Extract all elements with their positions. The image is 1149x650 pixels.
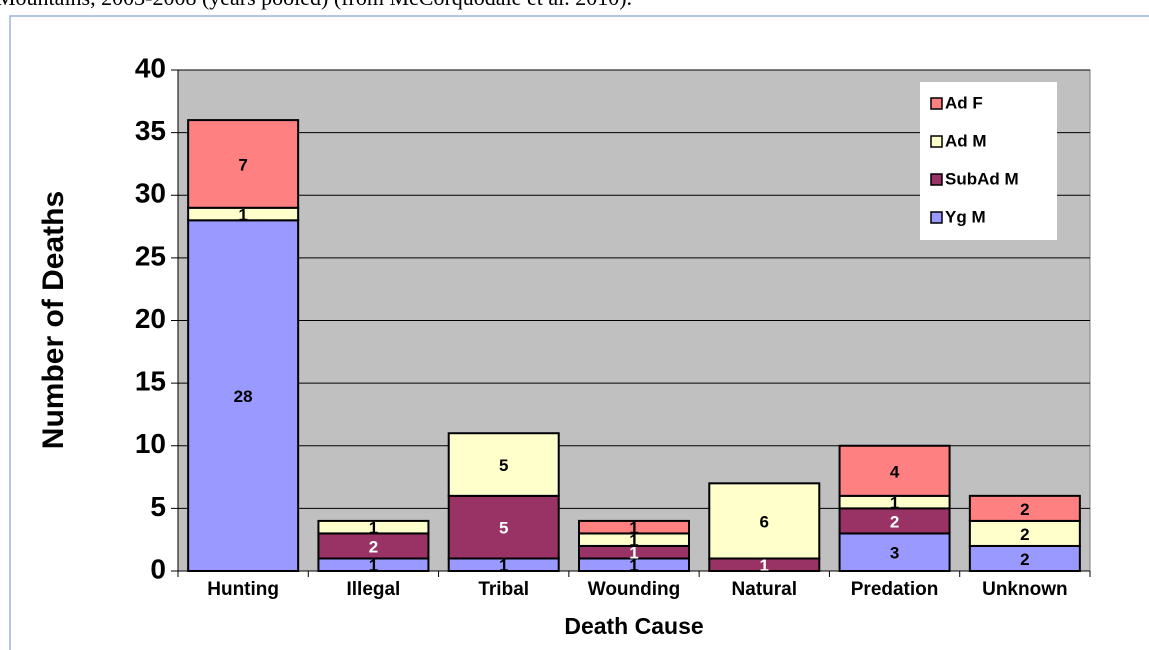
bar-segment: [317, 519, 430, 535]
bar-segment: [187, 119, 300, 209]
data-label: 2: [890, 512, 899, 531]
chart: 0510152025303540Hunting2817Illegal121Tri…: [135, 52, 1091, 600]
legend-label: SubAd M: [945, 169, 1019, 188]
data-label: 5: [499, 519, 508, 538]
y-tick-label: 5: [150, 491, 166, 522]
data-label: 2: [1020, 525, 1029, 544]
data-label: 1: [629, 544, 638, 563]
data-label: 2: [1020, 550, 1029, 569]
data-label: 1: [760, 556, 769, 575]
caption: Mountains, 2003-2008 (years pooled) (fro…: [0, 0, 632, 10]
data-label: 1: [238, 206, 247, 225]
data-label: 5: [499, 456, 508, 475]
x-tick-label: Natural: [732, 579, 797, 600]
x-tick-label: Predation: [851, 579, 939, 600]
legend-swatch: [930, 173, 943, 186]
frame: [9, 15, 1149, 650]
data-label: 3: [890, 544, 899, 563]
y-tick-label: 30: [135, 178, 166, 209]
data-label: 1: [629, 556, 638, 575]
data-label: 2: [369, 537, 378, 556]
y-tick-label: 25: [135, 240, 166, 271]
data-label: 2: [1020, 500, 1029, 519]
legend-label: Ad M: [945, 131, 987, 150]
data-label: 4: [890, 462, 900, 481]
legend-label: Yg M: [945, 207, 986, 226]
bar-segment: [578, 519, 690, 535]
data-label: 6: [760, 512, 769, 531]
y-tick-label: 0: [150, 553, 166, 584]
bar-segment: [447, 494, 560, 560]
x-axis-title: Death Cause: [564, 613, 703, 639]
legend-label: Ad F: [945, 93, 983, 112]
y-tick-label: 40: [135, 52, 166, 83]
data-label: 1: [369, 556, 378, 575]
x-tick-label: Unknown: [982, 579, 1068, 600]
x-tick-label: Tribal: [478, 579, 529, 600]
legend-swatch: [930, 135, 943, 148]
data-label: 1: [629, 519, 638, 538]
data-label: 1: [890, 494, 899, 513]
bar-segment: [317, 532, 430, 560]
data-label: 7: [238, 155, 247, 174]
legend-swatch: [930, 97, 943, 110]
data-label: 1: [499, 556, 508, 575]
x-tick-label: Wounding: [588, 579, 681, 600]
legend: [920, 82, 1057, 240]
bar-segment: [838, 507, 951, 535]
bar-segment: [447, 432, 560, 497]
y-tick-label: 10: [135, 428, 166, 459]
data-label: 1: [629, 531, 638, 550]
bar-segment: [708, 482, 821, 560]
y-tick-label: 20: [135, 303, 166, 334]
x-tick-label: Illegal: [346, 579, 400, 600]
legend-swatch: [930, 211, 943, 224]
bar-segment: [968, 494, 1081, 522]
data-label: 1: [369, 519, 378, 538]
y-tick-label: 15: [135, 366, 166, 397]
bar-segment: [838, 444, 951, 497]
bar-segment: [968, 519, 1081, 547]
x-tick-label: Hunting: [207, 579, 279, 600]
bar-segment: [968, 544, 1081, 573]
bar-segment: [187, 219, 300, 573]
y-axis-title: Number of Deaths: [37, 191, 70, 449]
data-label: 28: [234, 387, 253, 406]
y-tick-label: 35: [135, 115, 166, 146]
